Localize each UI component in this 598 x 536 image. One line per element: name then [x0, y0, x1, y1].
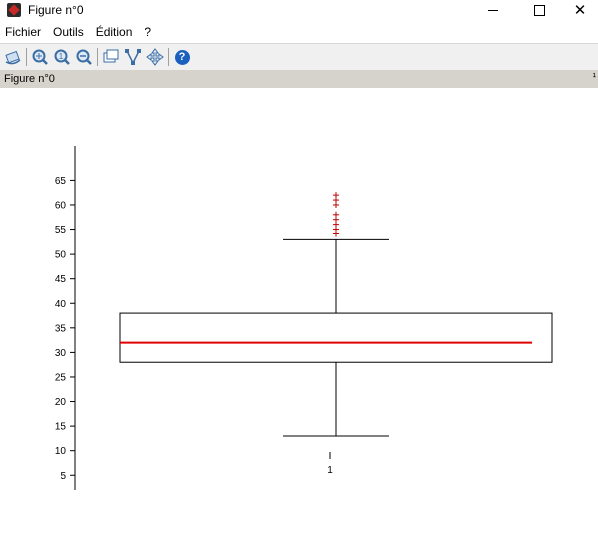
menu-bar: Fichier Outils Édition ?	[0, 22, 598, 42]
minimize-button[interactable]	[470, 0, 516, 20]
menu-outils[interactable]: Outils	[53, 25, 84, 39]
maximize-button[interactable]	[516, 0, 562, 20]
close-icon: ✕	[573, 1, 587, 19]
pan-icon	[146, 48, 164, 66]
zoom-icon	[32, 49, 48, 65]
y-tick-label: 45	[55, 274, 67, 285]
menu-fichier[interactable]: Fichier	[5, 25, 42, 39]
toolbar-separator	[97, 48, 98, 66]
figure-label: Figure n°0	[4, 73, 55, 85]
edit-curve-button[interactable]	[124, 48, 142, 66]
y-tick-label: 15	[55, 422, 67, 433]
zoom-in-icon: 1	[54, 49, 70, 65]
menu-help[interactable]: ?	[144, 25, 152, 39]
toolbar-separator	[26, 48, 27, 66]
zoom-button[interactable]	[31, 48, 49, 66]
datatip-icon	[103, 49, 119, 63]
y-tick-label: 40	[55, 299, 67, 310]
svg-text:1: 1	[59, 52, 64, 61]
y-tick-label: 35	[55, 323, 67, 334]
y-tick-label: 50	[55, 250, 67, 261]
pan-button[interactable]	[146, 48, 164, 66]
y-tick-label: 10	[55, 446, 67, 457]
y-tick-label: 25	[55, 372, 67, 383]
interquartile-box[interactable]	[119, 312, 553, 363]
edit-curve-icon	[125, 49, 141, 65]
rotate-icon	[5, 50, 21, 65]
app-icon[interactable]	[7, 3, 21, 17]
help-icon: ?	[174, 49, 190, 65]
toolbar: 1 ?	[0, 43, 598, 70]
maximize-icon	[533, 4, 545, 16]
dock-icon[interactable]: ¹	[592, 72, 596, 83]
window-title: Figure n°0	[28, 3, 84, 17]
figure-header: Figure n°0 ¹	[0, 70, 598, 88]
zoom-in-button[interactable]: 1	[53, 48, 71, 66]
minimize-icon	[488, 9, 498, 11]
y-tick-label: 55	[55, 225, 67, 236]
rotate-button[interactable]	[4, 48, 22, 66]
x-axis: 1	[327, 452, 333, 476]
y-tick-label: 65	[55, 176, 67, 187]
x-tick-label: 1	[327, 465, 333, 476]
zoom-out-icon	[76, 49, 92, 65]
boxplot-chart[interactable]: 5 10 15 20 25 30 35 40 45 50 55 60 65 1	[0, 88, 598, 536]
outlier-marker[interactable]	[333, 211, 339, 218]
datatip-button[interactable]	[102, 48, 120, 66]
title-bar: Figure n°0 ✕	[0, 0, 598, 22]
y-tick-label: 20	[55, 397, 67, 408]
y-axis: 5 10 15 20 25 30 35 40 45 50 55 60 65	[55, 146, 76, 490]
box-series	[119, 192, 553, 437]
menu-edition[interactable]: Édition	[95, 25, 133, 39]
y-tick-label: 60	[55, 200, 67, 211]
zoom-out-button[interactable]	[75, 48, 93, 66]
y-tick-label: 5	[60, 471, 66, 482]
y-tick-label: 30	[55, 348, 67, 359]
toolbar-separator	[168, 48, 169, 66]
help-button[interactable]: ?	[173, 48, 191, 66]
outlier-marker[interactable]	[333, 192, 339, 199]
close-button[interactable]: ✕	[562, 0, 598, 20]
